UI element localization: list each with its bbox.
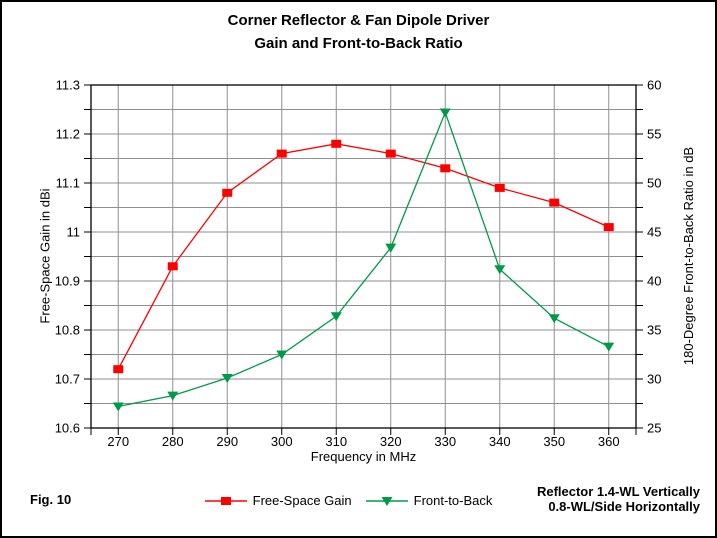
left-axis-tick-label: 10.6 xyxy=(55,421,80,436)
reflector-note: Reflector 1.4-WL Vertically 0.8-WL/Side … xyxy=(537,484,700,514)
legend: Free-Space Gain Front-to-Back xyxy=(0,493,707,508)
right-axis-tick-label: 50 xyxy=(647,176,661,191)
x-axis-tick-label: 320 xyxy=(380,434,402,449)
legend-item-free-space-gain: Free-Space Gain xyxy=(204,493,352,508)
left-axis-tick-label: 11.3 xyxy=(56,78,80,93)
left-axis-tick-label: 11.1 xyxy=(56,176,80,191)
data-point-marker xyxy=(167,391,179,401)
left-axis-tick-label: 10.9 xyxy=(55,274,80,289)
series-line xyxy=(117,143,610,370)
data-point-marker xyxy=(440,164,451,173)
series-front-to-back xyxy=(112,108,615,412)
tick-labels: 11.3 11.2 11.1 11 10.9 10.8 10.7 10.6 60 55 50 45 40… xyxy=(55,78,662,450)
legend-marker-glyph xyxy=(204,496,247,505)
chart-title-line2: Gain and Front-to-Back Ratio xyxy=(254,35,463,52)
left-axis-title: Free-Space Gain in dBi xyxy=(37,188,53,324)
legend-marker-glyph xyxy=(365,496,408,506)
data-point-marker xyxy=(385,149,396,158)
x-axis-tick-label: 360 xyxy=(598,434,620,449)
data-point-marker xyxy=(549,198,560,207)
right-axis-tick-label: 55 xyxy=(647,127,661,142)
legend-item-front-to-back: Front-to-Back xyxy=(365,493,493,508)
data-point-marker xyxy=(222,188,233,197)
data-point-marker xyxy=(276,149,287,158)
axis-ticks xyxy=(84,84,643,435)
data-point-marker xyxy=(330,312,342,322)
left-axis-tick-label: 11.2 xyxy=(56,127,80,142)
x-axis-tick-label: 340 xyxy=(489,434,511,449)
data-point-marker xyxy=(276,350,288,360)
chart-title-line1: Corner Reflector & Fan Dipole Driver xyxy=(227,12,490,29)
data-point-marker xyxy=(221,374,233,384)
reflector-note-line1: Reflector 1.4-WL Vertically xyxy=(536,484,700,499)
series-line xyxy=(118,110,610,408)
data-point-marker xyxy=(112,402,124,412)
data-point-marker xyxy=(439,108,451,118)
gridlines xyxy=(91,85,636,428)
reflector-note-line2: 0.8-WL/Side Horizontally xyxy=(548,499,700,514)
x-axis-tick-label: 310 xyxy=(325,434,347,449)
legend-label-free-space-gain: Free-Space Gain xyxy=(252,493,352,508)
data-point-marker xyxy=(494,265,506,275)
right-axis-tick-label: 40 xyxy=(647,274,661,289)
x-axis-tick-label: 280 xyxy=(162,434,184,449)
data-point-marker xyxy=(385,243,397,253)
front-to-back-legend-marker-icon xyxy=(365,496,408,506)
left-axis-tick-label: 11 xyxy=(67,225,81,240)
legend-label-front-to-back: Front-to-Back xyxy=(413,493,493,508)
data-point-marker xyxy=(548,314,560,324)
left-axis-tick-label: 10.8 xyxy=(55,323,80,338)
right-axis-title: 180-Degree Front-to-Back Ratio in dB xyxy=(681,146,696,366)
left-axis-tick-label: 10.7 xyxy=(55,372,80,387)
data-point-marker xyxy=(113,365,124,374)
data-point-marker xyxy=(167,262,178,271)
x-axis-tick-label: 330 xyxy=(434,434,456,449)
free-space-gain-legend-marker-icon xyxy=(204,496,247,505)
data-point-marker xyxy=(494,183,505,192)
x-axis-tick-label: 350 xyxy=(543,434,565,449)
figure-number: Fig. 10 xyxy=(30,492,72,507)
chart-title: Corner Reflector & Fan Dipole Driver Gai… xyxy=(0,9,717,55)
data-point-marker xyxy=(603,342,615,352)
x-axis-title: Frequency in MHz xyxy=(310,449,417,464)
right-axis-tick-label: 60 xyxy=(647,78,661,93)
right-axis-tick-label: 30 xyxy=(647,372,661,387)
right-axis-tick-label: 45 xyxy=(647,225,661,240)
x-axis-tick-label: 290 xyxy=(216,434,238,449)
data-point-marker xyxy=(381,496,393,506)
x-axis-tick-label: 300 xyxy=(271,434,293,449)
right-axis-tick-label: 35 xyxy=(647,323,661,338)
x-axis-tick-label: 270 xyxy=(107,434,129,449)
right-axis-tick-label: 25 xyxy=(647,421,661,436)
data-point-marker xyxy=(331,139,342,148)
data-point-marker xyxy=(603,223,614,232)
series-free-space-gain xyxy=(113,139,614,374)
data-point-marker xyxy=(220,496,231,505)
